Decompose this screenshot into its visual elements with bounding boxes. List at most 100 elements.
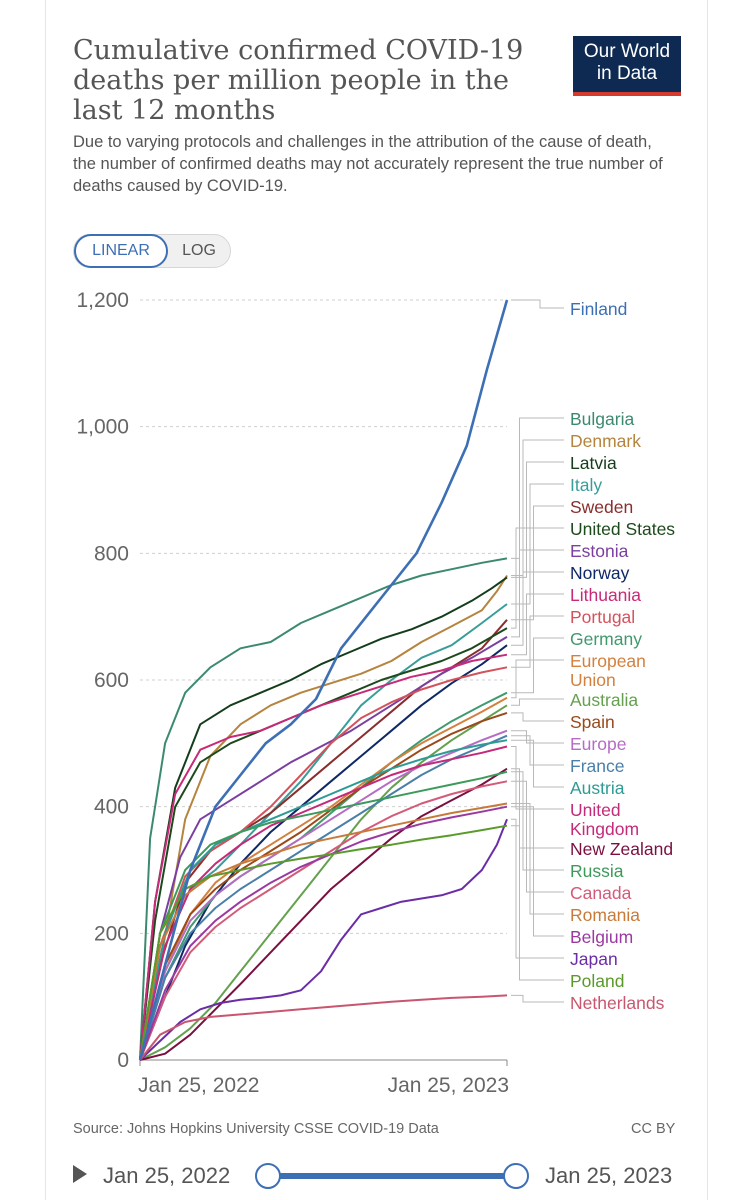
series-line[interactable] [139,574,508,1061]
label-leader-line [511,637,564,694]
series-label[interactable]: Japan [570,949,618,969]
series-line[interactable] [139,704,508,1061]
series-label[interactable]: Denmark [570,431,641,451]
series-label[interactable]: United States [570,519,675,539]
series-line[interactable] [139,739,508,1061]
series-label[interactable]: Spain [570,712,615,732]
label-leader-line [511,659,564,699]
label-leader-line [511,825,564,981]
series-label[interactable]: Italy [570,475,602,495]
series-line[interactable] [139,767,508,1061]
series-label[interactable]: Sweden [570,497,633,517]
scale-toggle: LINEAR LOG [73,234,231,268]
series-label[interactable]: New Zealand [570,839,673,859]
series-line[interactable] [139,576,508,1061]
license-link[interactable]: CC BY [631,1121,676,1137]
series-line[interactable] [139,666,508,1061]
log-scale-button[interactable]: LOG [182,242,216,259]
label-leader-line [511,730,564,744]
series-label[interactable]: Canada [570,883,632,903]
series-label[interactable]: Estonia [570,541,629,561]
y-tick-label: 200 [94,922,129,945]
timeline-end-date: Jan 25, 2023 [545,1163,673,1188]
series-line[interactable] [139,653,508,1061]
label-leader-line [511,483,564,605]
label-leader-line [511,818,564,959]
series-line[interactable] [139,636,508,1061]
owid-logo[interactable]: Our World in Data [573,36,681,96]
timeline-start-date: Jan 25, 2022 [103,1163,231,1188]
series-line[interactable] [139,994,508,1061]
logo-line-2: in Data [596,63,658,84]
card-right-edge [707,0,708,1200]
series-line[interactable] [139,770,508,1061]
series-label[interactable]: Germany [570,629,642,649]
label-leader-line [511,746,564,810]
label-leader-line [511,712,564,722]
line-chart: 0 200 400 600 800 1,000 1,200 Jan 25, 2022 Jan 2… [76,289,675,1097]
label-leader-line [511,505,564,621]
series-label[interactable]: France [570,756,624,776]
linear-scale-button[interactable]: LINEAR [74,234,168,268]
series-line[interactable] [139,557,508,1061]
card-left-edge [45,0,46,1200]
timeline-start-handle[interactable] [255,1163,281,1189]
x-tick-label: Jan 25, 2022 [138,1074,259,1097]
series-label[interactable]: Finland [570,299,627,319]
y-tick-label: 800 [94,542,129,565]
label-leader-line [511,417,564,559]
label-leader-line [511,571,564,646]
series-line[interactable] [139,802,508,1061]
series-line[interactable] [139,603,508,1061]
series-label[interactable]: United Kingdom [570,800,639,839]
series-line[interactable] [139,805,508,1061]
label-leader-line [511,739,564,788]
series-label[interactable]: Austria [570,778,625,798]
series-line[interactable] [139,627,508,1061]
series-line[interactable] [139,824,508,1061]
series-line[interactable] [139,729,508,1061]
logo-line-1: Our World [583,41,671,62]
series-line[interactable] [139,691,508,1061]
series-label[interactable]: Lithuania [570,585,641,605]
label-leader-line [511,615,564,668]
series-label[interactable]: Latvia [570,453,617,473]
label-leader-line [511,461,564,578]
series-label[interactable]: Belgium [570,927,633,947]
series-label[interactable]: Bulgaria [570,409,634,429]
play-icon[interactable] [73,1165,87,1183]
label-leader-line [511,527,564,629]
y-tick-label: 400 [94,796,129,819]
timeline-track[interactable] [268,1173,516,1179]
label-leader-line [511,780,564,893]
series-label[interactable]: European Union [570,651,646,690]
y-tick-label: 1,000 [76,416,129,439]
series-line[interactable] [139,818,508,1061]
label-leader-line [511,439,564,576]
label-leader-line [511,771,564,871]
series-label[interactable]: Russia [570,861,624,881]
series-line[interactable] [139,644,508,1061]
y-tick-label: 0 [117,1049,129,1072]
series-line[interactable] [139,711,508,1061]
series-label[interactable]: Netherlands [570,993,665,1013]
series-label[interactable]: Poland [570,971,625,991]
timeline-end-handle[interactable] [503,1163,529,1189]
label-leader-line [511,735,564,766]
source-note[interactable]: Source: Johns Hopkins University CSSE CO… [73,1121,439,1137]
series-label[interactable]: Norway [570,563,630,583]
series-label[interactable]: Australia [570,690,638,710]
series-label[interactable]: Romania [570,905,640,925]
series-label[interactable]: Europe [570,734,626,754]
chart-title: Cumulative confirmed COVID-19 deaths per… [73,35,524,126]
series-line[interactable] [138,299,509,1061]
logo-accent-bar [573,92,681,96]
chart-subtitle: Due to varying protocols and challenges … [73,133,663,195]
label-leader-line [511,806,564,937]
label-leader-line [511,549,564,638]
series-label[interactable]: Portugal [570,607,635,627]
label-leader-line [511,593,564,656]
x-tick-label: Jan 25, 2023 [388,1074,509,1097]
label-leader-line [511,698,564,706]
y-tick-label: 1,200 [76,289,129,312]
